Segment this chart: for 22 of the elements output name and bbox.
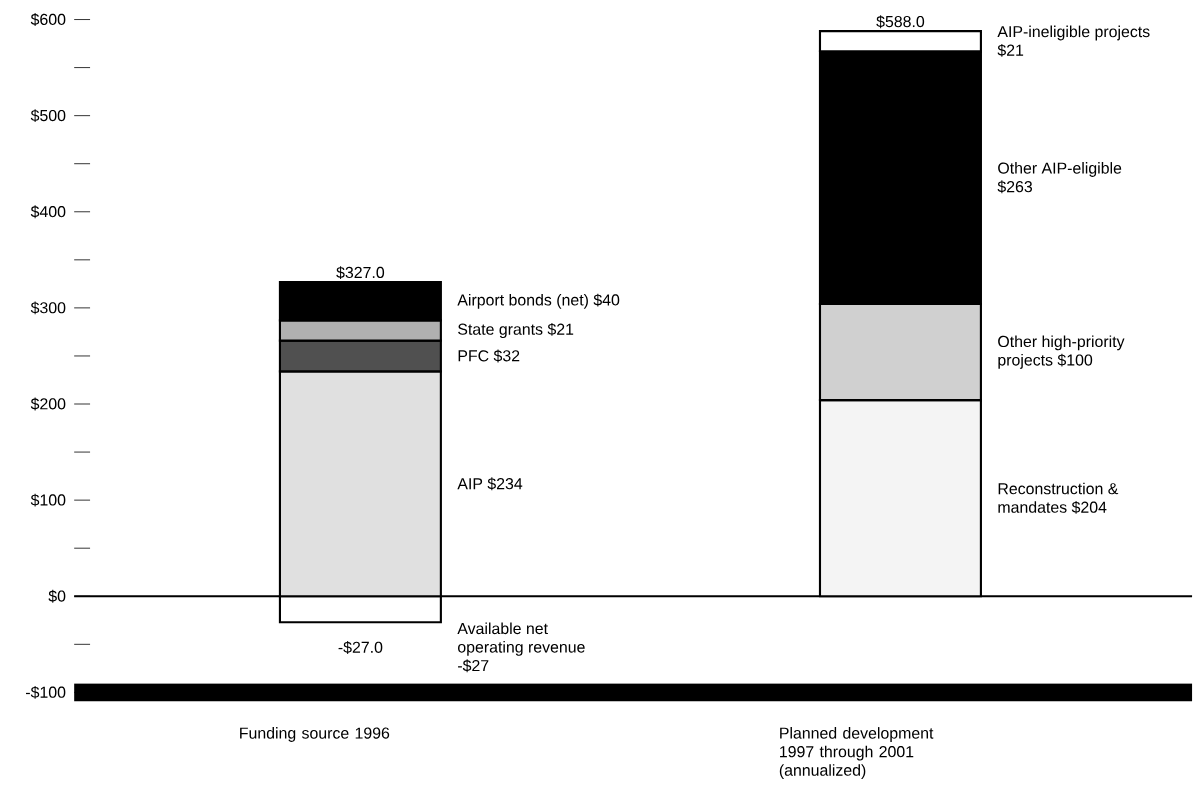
series-label: Other AIP-eligible $263 [997,162,1122,194]
series-label: AIP-ineligible projects $21 [997,25,1150,57]
x-tick-label: Planned development 1997 through 2001 (annualized) [779,727,934,780]
y-tick-label: -$100 [26,686,66,699]
series-label: Reconstruction & mandates $204 [998,482,1119,514]
annotation: $588.0 [876,15,925,29]
series-label: Other high-priority projects $100 [998,335,1125,369]
series-label: Available net operating revenue -$27 [457,622,585,673]
y-tick-label: $0 [48,590,66,603]
y-tick-label: $200 [30,397,66,411]
y-tick-label: $400 [30,205,66,219]
series-label: PFC $32 [458,349,520,363]
series-label: Airport bonds (net) $40 [457,293,620,309]
y-tick-label: $500 [30,109,66,123]
series-label: State grants $21 [458,323,574,339]
x-tick-label: Funding source 1996 [240,727,390,743]
y-tick-label: $600 [30,13,66,27]
y-tick-label: $300 [30,301,66,315]
series-label: AIP $234 [457,477,523,491]
annotation: $327.0 [336,266,385,280]
annotation: -$27.0 [338,641,383,655]
y-tick-label: $100 [30,493,66,507]
